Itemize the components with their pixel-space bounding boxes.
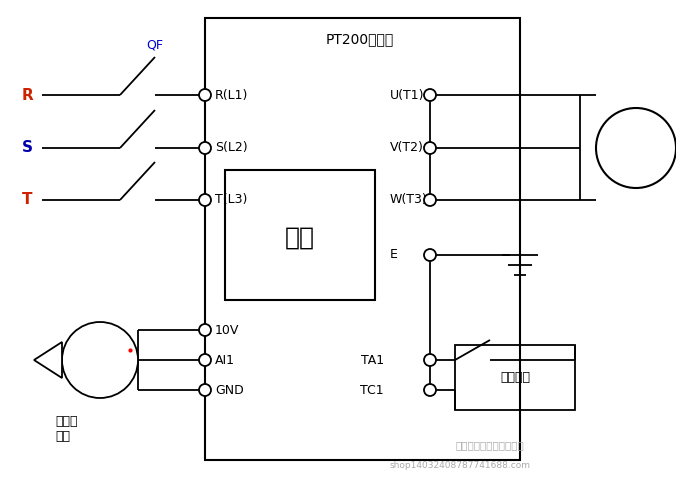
Circle shape — [424, 194, 436, 206]
Text: QF: QF — [147, 39, 164, 51]
Text: 故障指示: 故障指示 — [500, 371, 530, 384]
Text: TC1: TC1 — [360, 383, 384, 396]
Circle shape — [199, 384, 211, 396]
Circle shape — [199, 324, 211, 336]
Text: TA1: TA1 — [361, 353, 384, 366]
Text: V(T2): V(T2) — [390, 141, 424, 154]
Text: 远程压
力表: 远程压 力表 — [55, 415, 78, 443]
Circle shape — [199, 194, 211, 206]
Polygon shape — [34, 342, 62, 378]
Text: W(T3): W(T3) — [390, 194, 428, 207]
Bar — [225, 170, 375, 300]
Text: 10V: 10V — [215, 323, 239, 336]
Text: U(T1): U(T1) — [390, 89, 425, 102]
Circle shape — [424, 249, 436, 261]
Circle shape — [62, 322, 138, 398]
Circle shape — [424, 142, 436, 154]
Circle shape — [424, 354, 436, 366]
Text: 键盘: 键盘 — [285, 226, 315, 250]
Circle shape — [596, 108, 676, 188]
Text: T(L3): T(L3) — [215, 194, 247, 207]
Text: S: S — [22, 140, 33, 155]
Text: R(L1): R(L1) — [215, 89, 248, 102]
Circle shape — [424, 89, 436, 101]
Circle shape — [199, 142, 211, 154]
Text: PT200变频器: PT200变频器 — [326, 32, 394, 46]
Text: AI1: AI1 — [215, 353, 235, 366]
Text: T: T — [22, 193, 32, 208]
Circle shape — [199, 89, 211, 101]
Text: GND: GND — [215, 383, 244, 396]
Text: M: M — [624, 136, 648, 160]
Circle shape — [199, 354, 211, 366]
Text: 深圳市欧科传动有限公司: 深圳市欧科传动有限公司 — [456, 440, 525, 450]
Text: R: R — [22, 88, 34, 103]
Bar — [205, 18, 520, 460]
Text: S(L2): S(L2) — [215, 141, 247, 154]
Bar — [455, 345, 575, 410]
Text: E: E — [390, 248, 398, 261]
Circle shape — [424, 384, 436, 396]
Text: shop14032408787741688.com: shop14032408787741688.com — [389, 460, 531, 469]
